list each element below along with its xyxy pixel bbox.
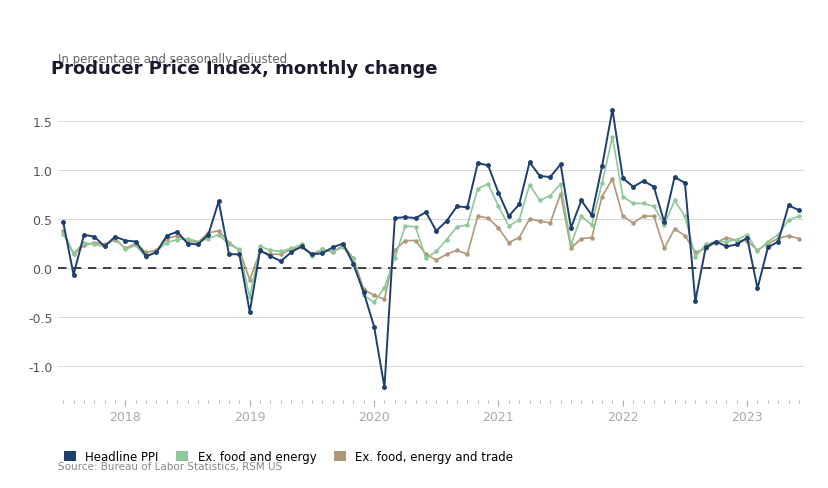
Text: Source: Bureau of Labor Statistics, RSM US: Source: Bureau of Labor Statistics, RSM … — [58, 461, 282, 471]
Text: Producer Price Index, monthly change: Producer Price Index, monthly change — [51, 60, 436, 78]
Text: In percentage and seasonally adjusted: In percentage and seasonally adjusted — [58, 53, 286, 66]
Legend: Headline PPI, Ex. food and energy, Ex. food, energy and trade: Headline PPI, Ex. food and energy, Ex. f… — [64, 450, 513, 463]
